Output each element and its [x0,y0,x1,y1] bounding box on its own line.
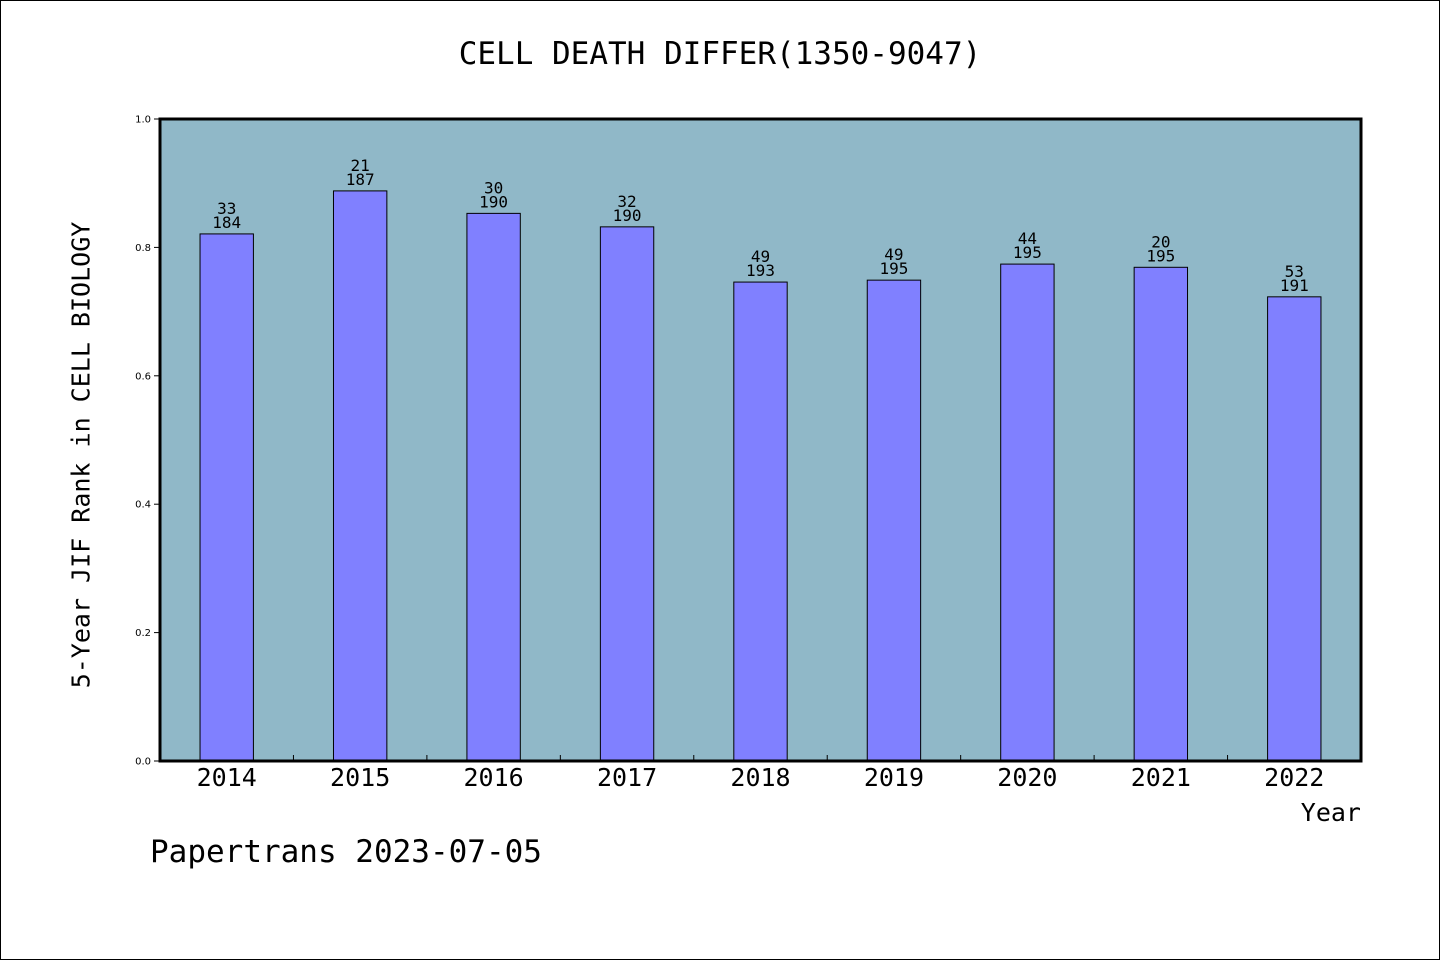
bar-rank-label: 44 [1018,229,1037,248]
bar [1267,296,1322,762]
bar-rank-label: 32 [617,192,636,211]
bar [1133,266,1189,762]
bar [332,190,388,762]
bar [199,233,254,762]
bar-rank-label: 53 [1285,262,1304,281]
bar-total-label: 187 [346,170,375,189]
bar-total-label: 191 [1280,276,1309,295]
bar-total-label: 193 [746,261,775,280]
y-tick-label: 0.6 [135,371,151,382]
bar-rank-label: 49 [884,245,903,264]
chart-title: CELL DEATH DIFFER(1350-9047) [458,36,982,72]
y-tick-label: 0.8 [135,243,151,254]
plot-border [158,117,1363,763]
bar [1000,263,1055,762]
bar-rank-label: 33 [217,199,236,218]
y-tick-label: 0.2 [135,628,151,639]
y-tick-label: 0.4 [135,500,151,511]
bar-rank-label: 30 [484,178,503,197]
y-tick-label: 1.0 [135,115,151,126]
x-axis-label: Year [1301,798,1361,827]
x-tick-label: 2014 [197,763,257,792]
x-tick-label: 2020 [997,763,1057,792]
y-tick-label: 0.0 [135,757,151,768]
bar-total-label: 190 [613,206,642,225]
bar-total-label: 195 [879,259,908,278]
bar-rank-label: 20 [1151,232,1170,251]
footer-credit: Papertrans 2023-07-05 [150,834,542,870]
x-tick-label: 2021 [1131,763,1191,792]
x-tick-label: 2016 [464,763,524,792]
bar-total-label: 195 [1146,246,1175,265]
x-tick-label: 2019 [864,763,924,792]
bar-total-label: 190 [479,192,508,211]
x-tick-label: 2015 [330,763,390,792]
bar [599,226,655,762]
bar-rank-label: 49 [751,247,770,266]
x-tick-label: 2017 [597,763,657,792]
bar [866,279,922,762]
bar [466,212,521,762]
x-tick-label: 2018 [730,763,790,792]
bar-total-label: 184 [212,213,241,232]
bar-total-label: 195 [1013,243,1042,262]
bar [733,281,788,762]
x-tick-label: 2022 [1264,763,1324,792]
bar-rank-label: 21 [351,156,370,175]
